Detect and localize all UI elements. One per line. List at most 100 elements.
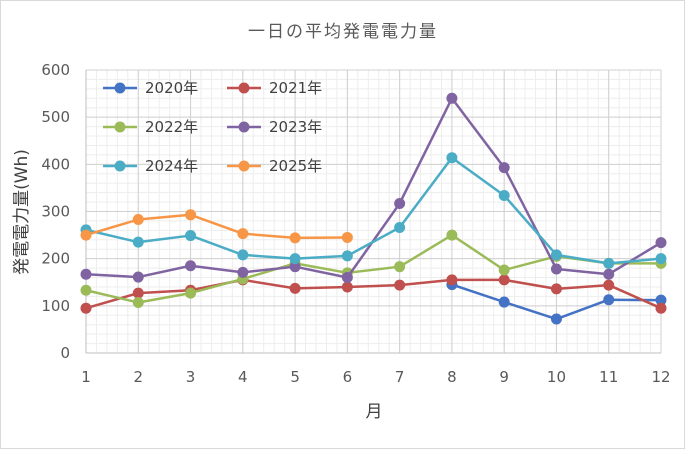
- data-point: [550, 283, 562, 295]
- y-tick-label: 200: [41, 250, 70, 268]
- x-tick-label: 4: [238, 368, 248, 386]
- series-2025年: [80, 209, 353, 244]
- x-tick-label: 8: [447, 368, 457, 386]
- legend-marker: [114, 121, 126, 133]
- data-point: [185, 287, 197, 299]
- x-tick-label: 6: [343, 368, 353, 386]
- legend-label: 2024年: [145, 157, 198, 175]
- data-point: [289, 282, 301, 294]
- data-point: [185, 209, 197, 221]
- data-point: [394, 279, 406, 291]
- data-point: [237, 266, 249, 278]
- legend-item: 2024年: [103, 157, 198, 175]
- data-point: [550, 263, 562, 275]
- y-tick-label: 500: [41, 108, 70, 126]
- data-point: [80, 268, 92, 280]
- data-point: [185, 260, 197, 272]
- data-point: [603, 279, 615, 291]
- data-point: [237, 249, 249, 261]
- data-point: [550, 313, 562, 325]
- legend-item: 2023年: [227, 118, 322, 136]
- legend-label: 2025年: [269, 157, 322, 175]
- legend-label: 2020年: [145, 79, 198, 97]
- data-point: [655, 302, 667, 314]
- legend-marker: [238, 160, 250, 172]
- x-tick-label: 7: [395, 368, 405, 386]
- data-point: [289, 261, 301, 273]
- data-point: [655, 253, 667, 265]
- x-tick-label: 10: [547, 368, 566, 386]
- data-point: [655, 294, 667, 306]
- data-point: [341, 231, 353, 243]
- data-point: [498, 264, 510, 276]
- legend-marker: [114, 160, 126, 172]
- legend-item: 2022年: [103, 118, 198, 136]
- legend-marker: [114, 82, 126, 94]
- series-2021年: [80, 274, 667, 314]
- y-tick-label: 400: [41, 155, 70, 173]
- x-axis-title: 月: [366, 402, 383, 422]
- data-point: [498, 162, 510, 174]
- x-tick-label: 3: [186, 368, 196, 386]
- legend-label: 2022年: [145, 118, 198, 136]
- x-tick-label: 9: [499, 368, 509, 386]
- data-point: [394, 222, 406, 234]
- legend: 2020年 2021年 2022年 2023年 2024年 2025年: [103, 79, 322, 175]
- data-point: [498, 189, 510, 201]
- x-tick-label: 12: [651, 368, 670, 386]
- legend-label: 2023年: [269, 118, 322, 136]
- data-point: [550, 249, 562, 261]
- data-point: [289, 253, 301, 265]
- data-point: [185, 230, 197, 242]
- series-line: [84, 278, 663, 310]
- data-point: [498, 296, 510, 308]
- legend-item: 2025年: [227, 157, 322, 175]
- series-line: [84, 156, 663, 265]
- data-point: [132, 297, 144, 309]
- legend-label: 2021年: [269, 79, 322, 97]
- data-point: [341, 250, 353, 262]
- data-point: [446, 92, 458, 104]
- data-point: [394, 261, 406, 273]
- data-point: [80, 284, 92, 296]
- data-point: [446, 274, 458, 286]
- data-point: [132, 271, 144, 283]
- data-point: [603, 257, 615, 269]
- data-point: [237, 228, 249, 240]
- gridlines: [85, 69, 662, 354]
- data-point: [446, 152, 458, 164]
- legend-marker: [238, 82, 250, 94]
- data-point: [80, 302, 92, 314]
- data-point: [132, 236, 144, 248]
- legend-item: 2021年: [227, 79, 322, 97]
- data-point: [498, 274, 510, 286]
- data-point: [80, 229, 92, 241]
- x-tick-label: 1: [81, 368, 91, 386]
- data-point: [446, 229, 458, 241]
- chart-title: 一日の平均発電電力量: [248, 22, 438, 42]
- data-point: [394, 197, 406, 209]
- series-lines: [80, 92, 667, 325]
- legend-marker: [238, 121, 250, 133]
- data-point: [341, 272, 353, 284]
- legend-item: 2020年: [103, 79, 198, 97]
- y-tick-label: 0: [60, 344, 70, 362]
- data-point: [289, 232, 301, 244]
- data-point: [341, 281, 353, 293]
- y-tick-label: 100: [41, 297, 70, 315]
- data-point: [132, 214, 144, 226]
- series-line: [84, 213, 349, 240]
- y-tick-label: 600: [41, 61, 70, 79]
- x-tick-label: 2: [133, 368, 143, 386]
- x-tick-label: 11: [599, 368, 618, 386]
- data-point: [603, 294, 615, 306]
- data-point: [132, 287, 144, 299]
- x-tick-label: 5: [290, 368, 300, 386]
- y-axis-title: 発電電力量(Wh): [12, 149, 32, 275]
- data-point: [603, 268, 615, 280]
- y-tick-label: 300: [41, 203, 70, 221]
- data-point: [655, 237, 667, 249]
